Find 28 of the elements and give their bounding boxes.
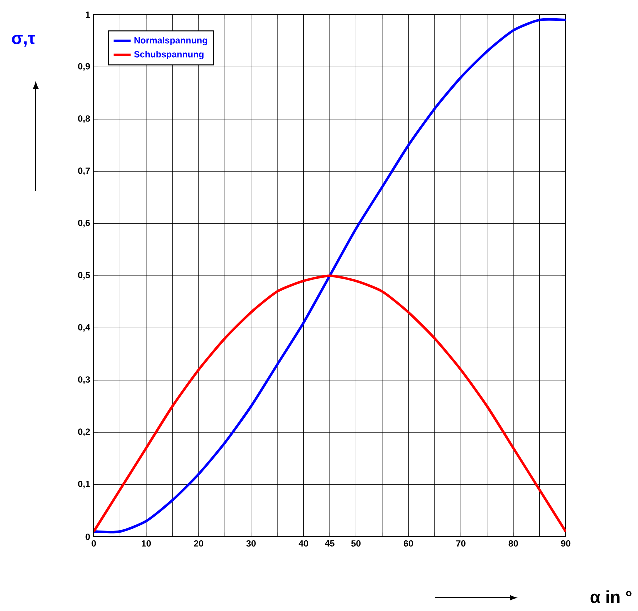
y-tick-label: 0,9	[78, 63, 90, 72]
line-series	[94, 18, 566, 534]
legend-label: Normalspannung	[134, 37, 208, 46]
x-tick-label: 30	[246, 540, 256, 547]
y-tick-label: 0	[86, 534, 90, 540]
y-tick-label: 0,7	[78, 168, 90, 176]
line-series	[94, 274, 566, 534]
x-tick-label: 60	[404, 540, 414, 547]
x-tick-label: 50	[352, 540, 361, 547]
x-tick-label: 0	[92, 540, 96, 547]
y-tick-label: 0,1	[78, 480, 90, 489]
x-tick-label: 45	[325, 540, 335, 547]
y-tick-label: 0,5	[78, 272, 90, 280]
x-tick-label: 90	[561, 540, 571, 547]
x-tick-label: 70	[456, 540, 466, 547]
y-tick-label: 0,4	[78, 324, 90, 332]
y-tick-label: 1	[86, 12, 90, 18]
y-tick-label: 0,3	[78, 376, 90, 384]
x-tick-label: 80	[508, 540, 518, 547]
x-tick-label: 10	[142, 540, 152, 547]
y-tick-label: 0,6	[78, 220, 90, 228]
x-tick-label: 40	[298, 540, 308, 547]
y-tick-label: 0,8	[78, 116, 90, 124]
y-tick-label: 0,2	[78, 428, 90, 436]
x-tick-label: 20	[194, 540, 204, 547]
x-axis-title: α in °	[590, 590, 632, 604]
legend-label: Schubspannung	[134, 51, 204, 60]
y-axis-title: σ,τ	[12, 35, 36, 47]
